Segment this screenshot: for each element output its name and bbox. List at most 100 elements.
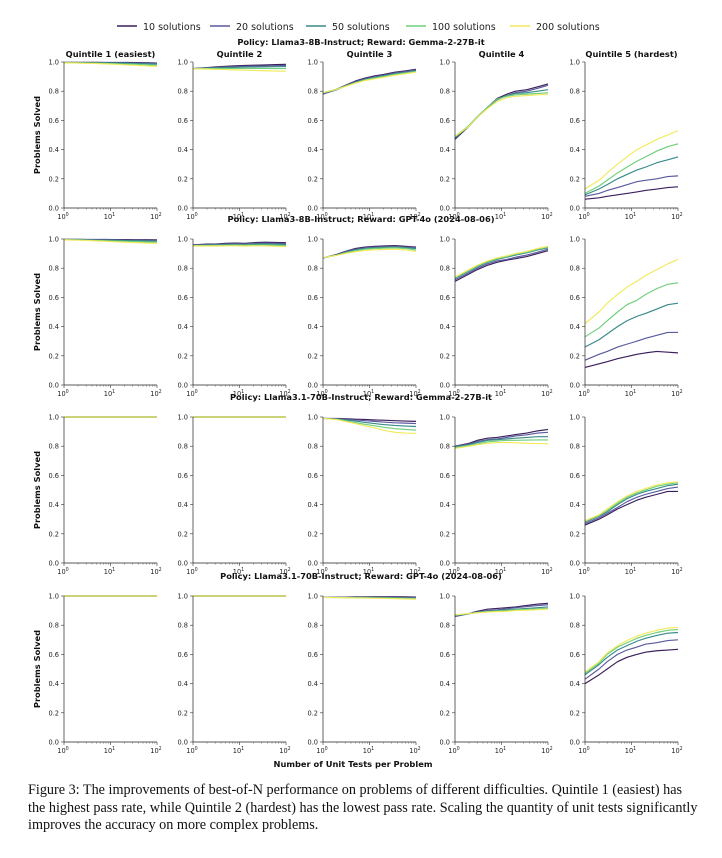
subplot: 0.0 0.2 0.4 0.6 0.8 1.0 100 101 102 bbox=[440, 236, 553, 399]
series-line bbox=[584, 481, 679, 522]
y-tick-label: 0.8 bbox=[570, 88, 581, 96]
series-line bbox=[454, 428, 549, 447]
series-line bbox=[454, 250, 549, 282]
series-line bbox=[322, 71, 417, 94]
y-tick-label: 0.2 bbox=[308, 530, 319, 538]
x-tick-label: 102 bbox=[409, 567, 420, 576]
series-line bbox=[584, 331, 678, 361]
y-tick-label: 0.8 bbox=[49, 88, 60, 96]
y-tick-label: 0.6 bbox=[440, 472, 451, 480]
x-tick-label: 102 bbox=[150, 746, 161, 755]
y-tick-label: 0.0 bbox=[440, 739, 451, 747]
row-title: Policy: Llama3-8B-Instruct; Reward: GPT-… bbox=[227, 214, 494, 224]
y-tick-label: 0.8 bbox=[49, 443, 60, 451]
y-tick-label: 1.0 bbox=[440, 59, 451, 67]
legend-label: 100 solutions bbox=[432, 22, 496, 33]
y-tick-label: 0.2 bbox=[440, 530, 451, 538]
legend-entry: 10 solutions bbox=[117, 22, 201, 33]
y-tick-label: 1.0 bbox=[440, 414, 451, 422]
series-line bbox=[584, 482, 679, 522]
y-tick-label: 0.0 bbox=[570, 560, 581, 568]
y-tick-label: 0.0 bbox=[49, 205, 60, 213]
row-title: Policy: Llama3.1-70B-Instruct; Reward: G… bbox=[230, 392, 492, 402]
figure-grid: 10 solutions 20 solutions 50 solutions 100 … bbox=[32, 22, 683, 769]
series-line bbox=[454, 93, 549, 137]
series-line bbox=[454, 246, 549, 279]
x-tick-label: 100 bbox=[578, 389, 589, 398]
y-tick-label: 0.0 bbox=[49, 382, 60, 390]
series-line bbox=[193, 245, 287, 248]
y-tick-label: 0.6 bbox=[178, 294, 189, 302]
subplot: Quintile 3 0.0 0.2 0.4 0.6 0.8 1.0 100 101 102 bbox=[308, 49, 421, 221]
series-line bbox=[192, 65, 287, 70]
y-tick-label: 0.0 bbox=[570, 739, 581, 747]
legend-label: 10 solutions bbox=[143, 22, 201, 33]
y-tick-label: 0.6 bbox=[570, 472, 581, 480]
y-tick-label: 0.2 bbox=[308, 709, 319, 717]
x-tick-label: 101 bbox=[104, 746, 115, 755]
y-tick-label: 0.4 bbox=[308, 323, 319, 331]
subplot: Quintile 1 (easiest) 0.0 0.2 0.4 0.6 0.8 1.0 10… bbox=[49, 49, 162, 221]
y-tick-label: 0.0 bbox=[440, 205, 451, 213]
y-tick-label: 1.0 bbox=[308, 593, 319, 601]
y-tick-label: 1.0 bbox=[440, 593, 451, 601]
y-tick-label: 0.6 bbox=[570, 651, 581, 659]
y-tick-label: 0.8 bbox=[570, 622, 581, 630]
subplot: 0.0 0.2 0.4 0.6 0.8 1.0 100 101 102 bbox=[49, 414, 162, 577]
column-title: Quintile 4 bbox=[479, 49, 525, 59]
x-tick-label: 100 bbox=[448, 212, 459, 221]
y-tick-label: 0.8 bbox=[308, 88, 319, 96]
subplot: 0.0 0.2 0.4 0.6 0.8 1.0 100 101 102 bbox=[178, 236, 291, 399]
y-tick-label: 0.4 bbox=[49, 501, 60, 509]
x-tick-label: 100 bbox=[57, 212, 68, 221]
y-tick-label: 0.6 bbox=[570, 117, 581, 125]
x-tick-label: 100 bbox=[578, 746, 589, 755]
y-tick-label: 0.6 bbox=[308, 651, 319, 659]
x-tick-label: 101 bbox=[233, 212, 244, 221]
y-tick-label: 0.8 bbox=[440, 265, 451, 273]
x-tick-label: 101 bbox=[363, 567, 374, 576]
series-line bbox=[454, 248, 549, 281]
y-tick-label: 0.6 bbox=[440, 294, 451, 302]
y-tick-label: 0.4 bbox=[178, 146, 189, 154]
figure-caption: Figure 3: The improvements of best-of-N … bbox=[28, 782, 698, 833]
x-tick-label: 102 bbox=[150, 567, 161, 576]
x-tick-label: 100 bbox=[186, 389, 197, 398]
y-tick-label: 0.0 bbox=[308, 739, 319, 747]
series-line bbox=[584, 302, 679, 348]
x-tick-label: 101 bbox=[495, 389, 506, 398]
y-tick-label: 0.2 bbox=[49, 352, 60, 360]
x-tick-label: 101 bbox=[104, 212, 115, 221]
legend-entry: 20 solutions bbox=[210, 22, 294, 33]
y-tick-label: 0.2 bbox=[49, 530, 60, 538]
x-tick-label: 100 bbox=[448, 389, 459, 398]
y-tick-label: 0.0 bbox=[570, 382, 581, 390]
x-tick-label: 100 bbox=[57, 567, 68, 576]
y-tick-label: 0.8 bbox=[178, 622, 189, 630]
y-tick-label: 0.6 bbox=[178, 651, 189, 659]
x-tick-label: 102 bbox=[541, 746, 552, 755]
y-tick-label: 1.0 bbox=[570, 59, 581, 67]
y-tick-label: 1.0 bbox=[178, 59, 189, 67]
x-axis-label: Number of Unit Tests per Problem bbox=[274, 759, 433, 769]
y-axis-label: Problems Solved bbox=[32, 273, 42, 351]
y-tick-label: 0.2 bbox=[440, 175, 451, 183]
series-line bbox=[322, 596, 417, 600]
y-tick-label: 1.0 bbox=[570, 593, 581, 601]
y-tick-label: 0.4 bbox=[440, 501, 451, 509]
y-tick-label: 1.0 bbox=[308, 236, 319, 244]
x-tick-label: 100 bbox=[316, 567, 327, 576]
x-tick-label: 100 bbox=[578, 567, 589, 576]
y-tick-label: 0.4 bbox=[49, 323, 60, 331]
y-tick-label: 0.8 bbox=[308, 265, 319, 273]
y-tick-label: 0.2 bbox=[570, 530, 581, 538]
x-tick-label: 100 bbox=[316, 389, 327, 398]
column-title: Quintile 3 bbox=[347, 49, 393, 59]
x-tick-label: 101 bbox=[625, 389, 636, 398]
x-tick-label: 102 bbox=[150, 212, 161, 221]
y-tick-label: 0.0 bbox=[308, 560, 319, 568]
x-tick-label: 101 bbox=[233, 567, 244, 576]
row-title: Policy: Llama3.1-70B-Instruct; Reward: G… bbox=[220, 571, 502, 581]
y-tick-label: 0.0 bbox=[178, 739, 189, 747]
x-tick-label: 102 bbox=[541, 212, 552, 221]
